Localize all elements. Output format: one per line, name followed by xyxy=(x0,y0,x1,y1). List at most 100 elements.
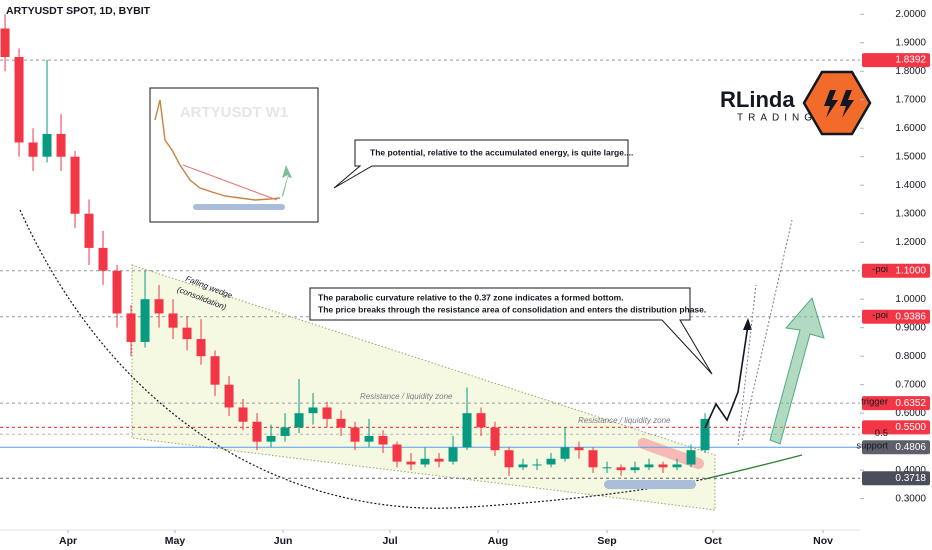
callout-box xyxy=(333,139,629,189)
level-tag: -poi xyxy=(872,264,888,275)
candle-body xyxy=(518,464,528,468)
candle-body xyxy=(266,435,276,442)
x-tick-label: Apr xyxy=(59,535,77,547)
candle-body xyxy=(392,444,402,462)
candle-body xyxy=(210,356,220,385)
chart-title: ARTYUSDT SPOT, 1D, BYBIT xyxy=(6,5,151,17)
parabola-tail xyxy=(704,454,803,480)
projection-alt xyxy=(737,284,757,446)
candle-body xyxy=(672,464,682,468)
blue-zone xyxy=(604,480,696,489)
x-tick-label: Jun xyxy=(274,535,293,547)
candle-body xyxy=(630,467,640,471)
parabola xyxy=(19,209,711,509)
callout-box xyxy=(309,287,713,375)
big-arrow xyxy=(769,296,825,445)
x-tick-label: Nov xyxy=(813,535,833,547)
candle-body xyxy=(224,384,234,408)
level-box xyxy=(862,420,930,435)
candle-body xyxy=(196,339,206,357)
candle-body xyxy=(448,447,458,462)
inset-zone xyxy=(193,204,285,210)
level-label: 0.4806 xyxy=(895,442,926,453)
logo-bolt xyxy=(840,90,854,118)
level-tag: trigger xyxy=(861,397,888,408)
x-tick-label: Oct xyxy=(704,535,722,547)
y-tick-label: 1.0000 xyxy=(895,294,926,305)
inset-arrow xyxy=(282,165,292,197)
candle-body xyxy=(112,270,122,314)
candle-body xyxy=(560,447,570,459)
candle-body xyxy=(0,28,10,57)
callout-text: The potential, relative to the accumulat… xyxy=(370,147,633,157)
candle-body xyxy=(574,447,584,451)
level-label: 0.3718 xyxy=(895,473,926,484)
y-tick-label: 0.6000 xyxy=(895,408,926,419)
candle-body xyxy=(546,458,556,465)
candle-body xyxy=(490,427,500,451)
callout-text: The parabolic curvature relative to the … xyxy=(318,292,624,302)
candle-body xyxy=(98,247,108,271)
candle-body xyxy=(42,133,52,157)
logo-sub: TRADING xyxy=(737,113,817,124)
candle-body xyxy=(378,435,388,445)
y-tick-label: 1.6000 xyxy=(895,123,926,134)
candle-body xyxy=(420,458,430,465)
inset-price xyxy=(154,99,281,201)
candle-body xyxy=(168,313,178,328)
candle-body xyxy=(532,464,542,466)
y-tick-label: 1.7000 xyxy=(895,94,926,105)
y-tick-label: 1.9000 xyxy=(895,37,926,48)
candle-body xyxy=(406,461,416,465)
y-tick-label: 0.8000 xyxy=(895,351,926,362)
candle-body xyxy=(686,450,696,465)
x-tick-label: May xyxy=(165,535,186,547)
level-label: 1.8392 xyxy=(895,55,926,66)
candle-body xyxy=(658,464,668,468)
y-tick-label: 1.5000 xyxy=(895,151,926,162)
candle-body xyxy=(28,142,38,157)
candle-body xyxy=(154,299,164,314)
candle-body xyxy=(504,450,514,468)
candle-body xyxy=(336,418,346,428)
y-tick-label: 0.4000 xyxy=(895,465,926,476)
y-tick-label: 1.2000 xyxy=(895,237,926,248)
level-label: 0.6352 xyxy=(895,398,926,409)
x-tick-label: Jul xyxy=(382,535,397,547)
candle-body xyxy=(602,467,612,469)
level-label: 1.1000 xyxy=(895,265,926,276)
logo-bolt xyxy=(824,90,838,118)
level-tag: support xyxy=(856,441,888,452)
inset-title: ARTYUSDT W1 xyxy=(180,104,288,121)
candle-body xyxy=(238,407,248,422)
candle-body xyxy=(140,299,150,342)
level-label: 0.5500 xyxy=(895,422,926,433)
candle-body xyxy=(182,327,192,340)
candle-body xyxy=(56,133,66,157)
y-tick-label: 0.3000 xyxy=(895,493,926,504)
level-box xyxy=(862,471,930,486)
candle-body xyxy=(476,413,486,428)
inset xyxy=(149,87,319,223)
candle-body xyxy=(364,435,374,442)
logo-icon xyxy=(802,70,872,136)
y-tick-label: 1.8000 xyxy=(895,66,926,77)
candle-body xyxy=(14,56,24,143)
candle-body xyxy=(294,413,304,428)
candle-body xyxy=(252,421,262,442)
projection xyxy=(704,324,749,429)
level-label: 0.9386 xyxy=(895,311,926,322)
candle-body xyxy=(462,413,472,448)
candle-body xyxy=(588,450,598,468)
candle-body xyxy=(322,407,332,419)
level-box xyxy=(862,263,930,278)
candle-body xyxy=(350,427,360,442)
level-tag: -poi xyxy=(872,310,888,321)
candle-body xyxy=(126,313,136,342)
level-box xyxy=(862,440,930,455)
candle-body xyxy=(700,418,710,451)
candle-body xyxy=(84,213,94,248)
candle-body xyxy=(616,467,626,471)
candle-body xyxy=(308,407,318,414)
